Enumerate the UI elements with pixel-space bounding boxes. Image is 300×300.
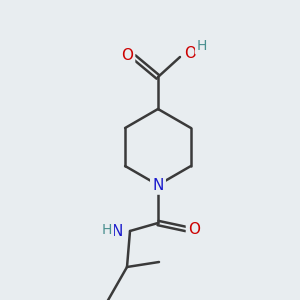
Text: H: H — [102, 223, 112, 237]
Text: O: O — [188, 223, 200, 238]
Text: N: N — [152, 178, 164, 193]
Text: H: H — [197, 39, 207, 53]
Text: O: O — [184, 46, 196, 61]
Text: O: O — [121, 47, 133, 62]
Text: N: N — [112, 224, 123, 238]
